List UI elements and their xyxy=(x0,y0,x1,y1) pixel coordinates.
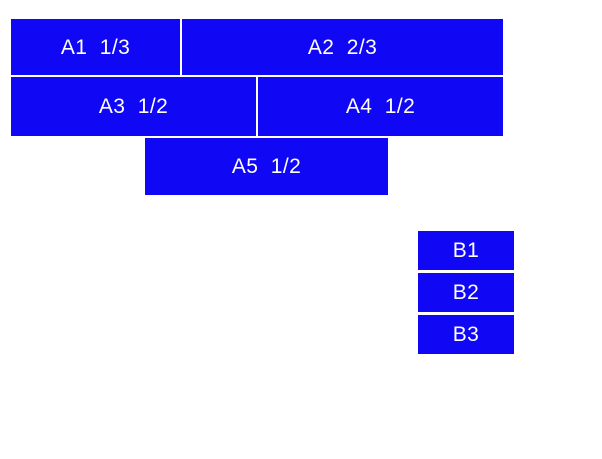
box-b1[interactable]: B1 xyxy=(418,231,514,270)
box-a3[interactable]: A3 1/2 xyxy=(11,77,256,136)
box-group-a: A1 1/3 A2 2/3 A3 1/2 A4 1/2 A5 1/2 xyxy=(11,19,503,197)
box-a1[interactable]: A1 1/3 xyxy=(11,19,180,75)
box-b3[interactable]: B3 xyxy=(418,315,514,354)
box-group-b: B1 B2 B3 xyxy=(418,231,514,357)
box-a4[interactable]: A4 1/2 xyxy=(258,77,503,136)
box-b2[interactable]: B2 xyxy=(418,273,514,312)
box-a5[interactable]: A5 1/2 xyxy=(145,138,388,195)
layout-row-2: A3 1/2 A4 1/2 xyxy=(11,77,503,136)
layout-row-1: A1 1/3 A2 2/3 xyxy=(11,19,503,75)
box-a2[interactable]: A2 2/3 xyxy=(182,19,503,75)
layout-row-3: A5 1/2 xyxy=(145,138,602,195)
